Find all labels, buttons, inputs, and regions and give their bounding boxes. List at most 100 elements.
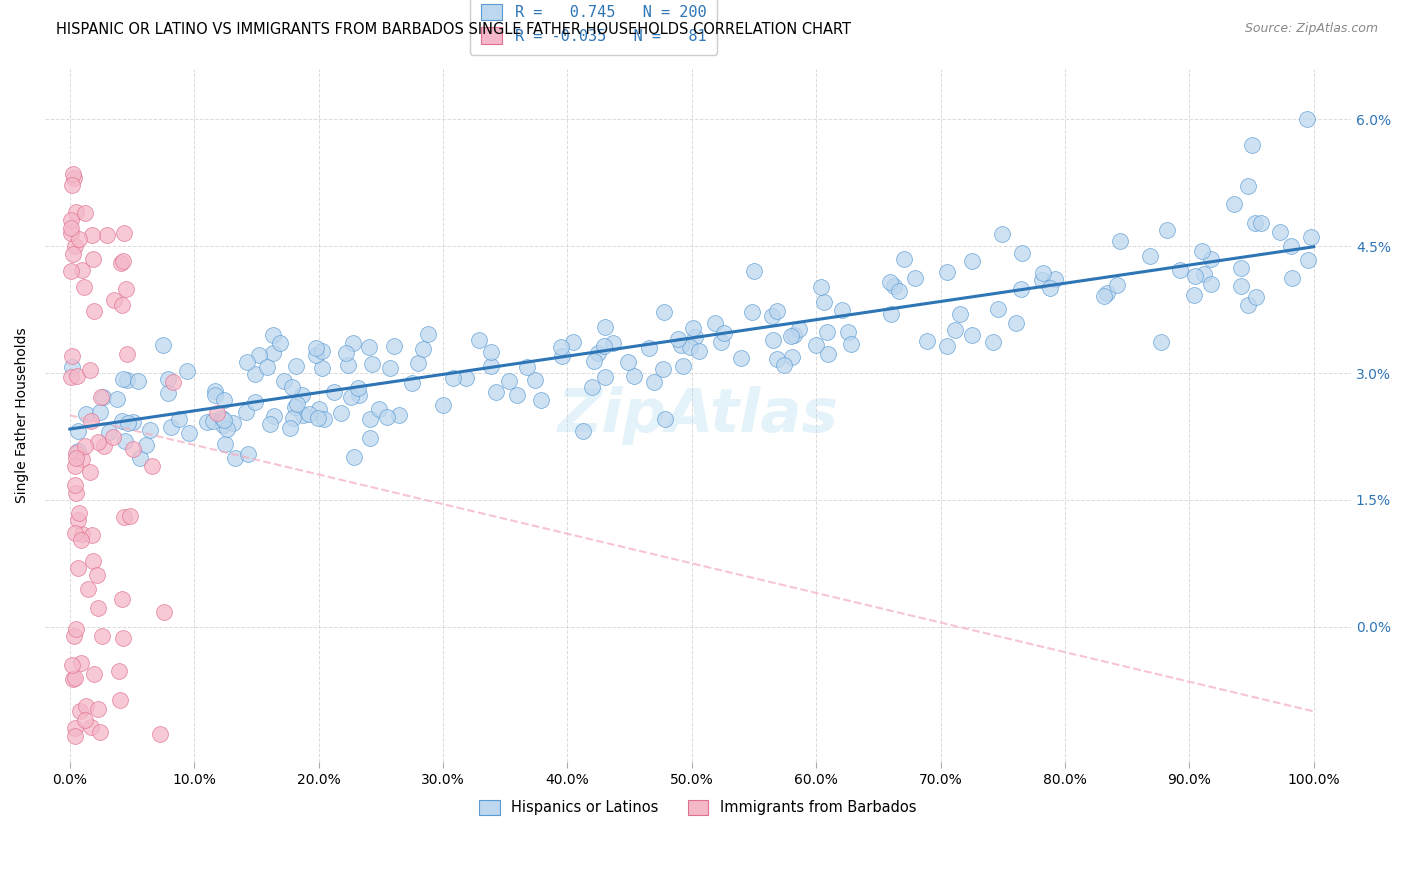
Point (235, 405, 257, 419)
Point (1045, 272, 1067, 286)
Point (1109, 234, 1132, 248)
Point (815, 326, 838, 340)
Point (243, 395, 266, 409)
Point (523, 373, 546, 387)
Point (602, 335, 624, 350)
Point (122, 442, 145, 457)
Point (1004, 316, 1026, 330)
Point (595, 370, 617, 384)
Point (80, 413, 103, 427)
Point (222, 416, 245, 430)
Point (73, 206, 96, 220)
Point (63, 671, 86, 685)
Point (60, 226, 83, 240)
Point (1150, 335, 1173, 350)
Point (311, 344, 333, 359)
Point (66, 369, 89, 384)
Point (1097, 285, 1119, 300)
Point (66, 425, 89, 439)
Point (112, 631, 135, 645)
Point (683, 330, 706, 344)
Point (837, 325, 859, 339)
Point (817, 347, 839, 361)
Point (637, 342, 659, 356)
Point (259, 417, 281, 431)
Point (162, 375, 184, 389)
Point (382, 339, 405, 353)
Point (1191, 244, 1213, 258)
Point (285, 359, 308, 373)
Point (368, 402, 391, 417)
Point (550, 340, 572, 354)
Point (65, 205, 87, 219)
Point (981, 335, 1004, 350)
Point (89, 724, 111, 739)
Point (935, 339, 957, 353)
Point (1240, 137, 1263, 152)
Point (1032, 266, 1054, 280)
Point (1201, 252, 1223, 266)
Point (1010, 282, 1032, 296)
Point (211, 417, 233, 432)
Point (401, 376, 423, 390)
Point (550, 349, 572, 363)
Point (1168, 262, 1191, 277)
Point (141, 459, 163, 474)
Point (361, 357, 384, 371)
Point (111, 298, 134, 312)
Point (813, 295, 835, 310)
Point (215, 422, 238, 436)
Point (75, 407, 97, 421)
Point (62, 359, 84, 374)
Point (1182, 288, 1205, 302)
Point (83, 304, 105, 318)
Point (195, 415, 218, 429)
Point (90, 390, 112, 404)
Point (1281, 271, 1303, 285)
Point (335, 346, 357, 360)
Point (1301, 229, 1323, 244)
Point (593, 339, 616, 353)
Point (70, 451, 93, 466)
Point (139, 423, 162, 437)
Point (572, 425, 595, 439)
Point (280, 421, 302, 435)
Point (62, 672, 84, 686)
Point (135, 437, 157, 451)
Point (263, 409, 285, 423)
Point (110, 255, 132, 269)
Point (87, 702, 110, 716)
Point (96, 227, 118, 242)
Point (281, 380, 304, 394)
Point (960, 254, 983, 268)
Point (75, 713, 97, 727)
Point (98, 425, 121, 439)
Point (762, 333, 785, 347)
Point (322, 384, 344, 399)
Point (305, 347, 328, 361)
Point (80, 720, 103, 734)
Point (581, 380, 603, 394)
Point (111, 372, 134, 386)
Point (91, 629, 114, 643)
Point (337, 358, 360, 372)
Point (70, 527, 93, 541)
Point (82, 554, 104, 568)
Point (235, 355, 257, 369)
Point (879, 275, 901, 289)
Point (108, 664, 131, 678)
Point (89, 405, 111, 419)
Point (1094, 289, 1116, 303)
Point (114, 434, 136, 448)
Point (115, 373, 138, 387)
Point (1237, 179, 1260, 194)
Point (943, 323, 966, 337)
Point (485, 385, 508, 400)
Point (273, 374, 295, 388)
Point (783, 328, 806, 343)
Point (214, 437, 236, 451)
Point (1039, 281, 1062, 295)
Point (75, 699, 97, 714)
Point (432, 398, 454, 412)
Point (806, 337, 828, 351)
